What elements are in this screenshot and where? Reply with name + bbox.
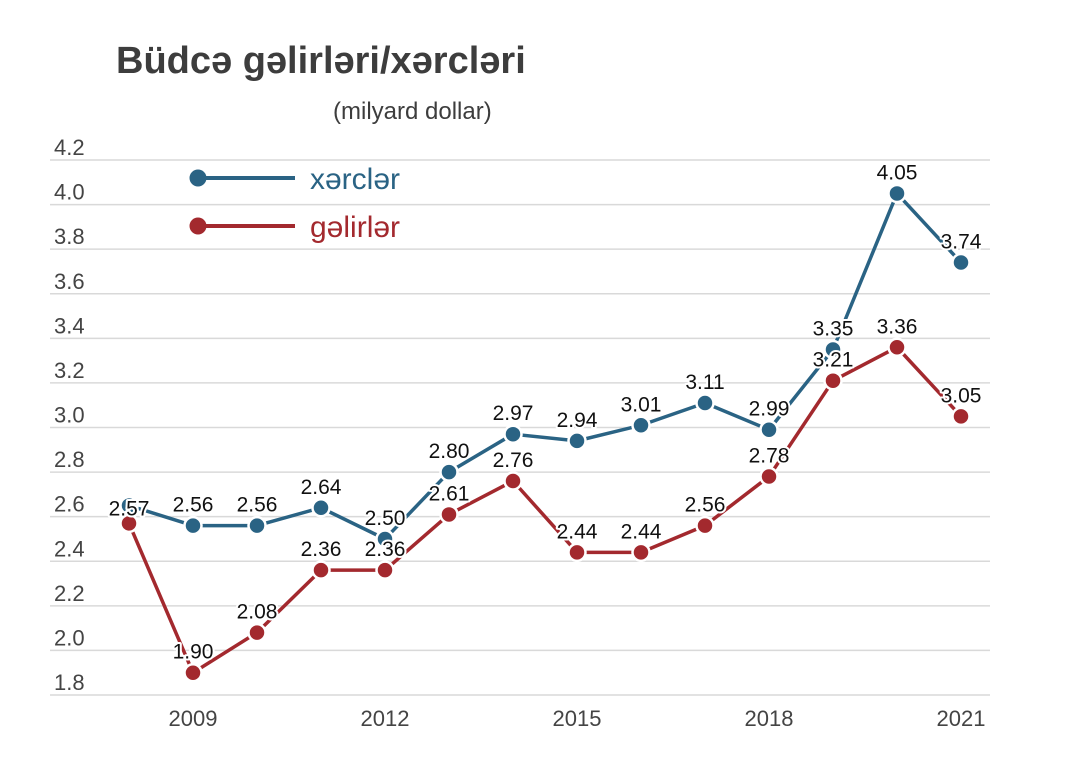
data-label-0: 2.57	[109, 498, 150, 521]
data-point-1	[823, 370, 843, 391]
data-point-0	[439, 462, 459, 482]
series-line-1	[127, 345, 963, 675]
data-point-0	[375, 529, 395, 549]
data-point-1	[759, 466, 779, 487]
data-point-1	[311, 560, 331, 580]
x-tick-label: 2015	[553, 706, 602, 731]
data-label-0: 4.05	[877, 161, 918, 184]
data-point-0	[503, 424, 523, 444]
data-point-1	[247, 622, 267, 643]
legend-marker-0	[189, 169, 207, 187]
y-tick-label: 3.4	[54, 313, 85, 338]
y-tick-label: 1.8	[54, 670, 85, 695]
data-point-1	[119, 513, 139, 534]
data-point-1	[951, 406, 971, 427]
y-tick-label: 2.4	[54, 536, 85, 561]
data-point-0	[823, 339, 843, 360]
x-tick-label: 2018	[745, 706, 794, 731]
data-label-1: 2.76	[493, 449, 534, 472]
data-label-1: 2.78	[749, 445, 790, 468]
data-point-0	[887, 183, 907, 204]
data-point-0	[183, 515, 203, 536]
data-point-1	[567, 542, 587, 563]
x-tick-label: 2012	[361, 706, 410, 731]
data-point-0	[631, 415, 651, 436]
data-point-0	[567, 431, 587, 451]
data-point-1	[439, 504, 459, 525]
y-tick-label: 2.8	[54, 447, 85, 472]
data-label-1: 2.36	[301, 538, 342, 561]
x-tick-label: 2009	[169, 706, 218, 731]
data-point-1	[631, 542, 651, 563]
chart-subtitle: (milyard dollar)	[333, 98, 492, 125]
y-tick-label: 3.2	[54, 358, 85, 383]
data-label-1: 1.90	[173, 641, 214, 664]
data-point-0	[951, 252, 971, 273]
data-label-0: 2.99	[749, 398, 790, 421]
legend-label-1: gəlirlər	[310, 211, 400, 244]
data-label-0: 2.50	[365, 507, 406, 530]
legend-label-0: xərclər	[310, 163, 400, 196]
data-label-1: 3.21	[813, 349, 854, 372]
data-label-1: 2.36	[365, 538, 406, 561]
y-tick-label: 3.6	[54, 269, 85, 294]
y-tick-label: 2.0	[54, 625, 85, 650]
data-point-0	[311, 498, 331, 518]
data-label-0: 2.97	[493, 402, 534, 425]
legend-marker-1	[189, 217, 207, 235]
y-tick-label: 3.8	[54, 224, 85, 249]
data-label-0: 3.74	[941, 231, 982, 254]
y-tick-label: 4.2	[54, 135, 85, 160]
data-label-0: 2.56	[173, 494, 214, 517]
data-label-1: 2.56	[685, 494, 726, 517]
data-label-1: 3.36	[877, 315, 918, 338]
data-point-1	[183, 662, 203, 683]
y-tick-label: 2.6	[54, 492, 85, 517]
data-label-0: 2.94	[557, 409, 598, 432]
y-tick-label: 3.0	[54, 403, 85, 428]
data-label-0: 2.56	[237, 494, 278, 517]
data-label-0: 3.11	[685, 371, 724, 394]
x-tick-label: 2021	[937, 706, 986, 731]
data-label-0: 3.01	[621, 393, 662, 416]
data-point-1	[375, 560, 395, 580]
data-label-0: 2.64	[301, 476, 342, 499]
data-point-0	[247, 515, 267, 536]
data-label-1: 2.44	[557, 520, 598, 543]
data-point-0	[759, 419, 779, 440]
y-tick-label: 2.2	[54, 581, 85, 606]
series-line-0	[128, 191, 963, 541]
data-point-1	[695, 515, 715, 536]
data-label-1: 3.05	[941, 384, 982, 407]
data-label-0: 3.35	[813, 317, 854, 340]
data-point-0	[695, 393, 715, 413]
data-point-1	[503, 471, 523, 491]
y-tick-label: 4.0	[54, 180, 85, 205]
data-label-0: 2.80	[429, 440, 470, 463]
data-label-1: 2.08	[237, 601, 278, 624]
data-label-1: 2.61	[429, 482, 470, 505]
data-label-1: 2.44	[621, 520, 662, 543]
chart-title: Büdcə gəlirləri/xərcləri	[116, 40, 526, 82]
data-point-1	[887, 337, 907, 357]
